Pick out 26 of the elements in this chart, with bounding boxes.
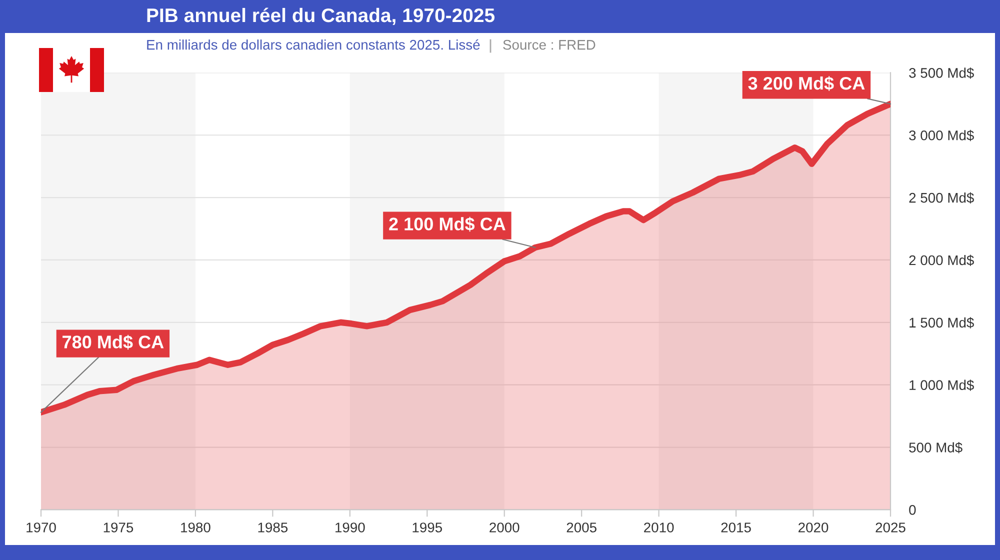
x-tick-label: 2010 xyxy=(644,522,674,532)
x-tick-label: 1980 xyxy=(181,522,210,532)
x-tick-label: 2020 xyxy=(798,522,828,532)
y-tick-label: 1 500 Md$ xyxy=(910,317,974,328)
x-tick-label: 1995 xyxy=(412,522,442,532)
y-tick-label: 500 Md$ xyxy=(909,442,962,454)
x-tick-label: 2000 xyxy=(490,522,520,532)
annotation: 2 100 Md$ CA xyxy=(389,216,506,232)
chart-subtitle: En milliards de dollars canadien constants 2025. Lissé xyxy=(147,39,480,50)
x-tick-label: 1970 xyxy=(26,522,56,532)
y-tick-label: 2 500 Md$ xyxy=(909,192,974,204)
x-tick-label: 2025 xyxy=(876,522,906,532)
x-tick-label: 2005 xyxy=(566,522,596,532)
x-tick-label: 2015 xyxy=(721,522,751,532)
y-tick-label: 3 500 Md$ xyxy=(909,67,974,79)
y-tick-label: 1 000 Md$ xyxy=(910,380,974,391)
annotation: 780 Md$ CA xyxy=(62,334,164,350)
annotation: 3 200 Md$ CA xyxy=(748,76,865,91)
x-tick-label: 1985 xyxy=(258,522,288,532)
x-tick-label: 1990 xyxy=(336,522,365,532)
y-tick-label: 3 000 Md$ xyxy=(909,130,974,142)
y-tick-label: 2 000 Md$ xyxy=(909,254,974,266)
x-tick-label: 1975 xyxy=(104,522,134,532)
y-tick-label: 0 xyxy=(909,505,916,515)
source-note: Source : FRED xyxy=(503,40,596,50)
chart-title: PIB annuel réel du Canada, 1970-2025 xyxy=(147,8,495,26)
